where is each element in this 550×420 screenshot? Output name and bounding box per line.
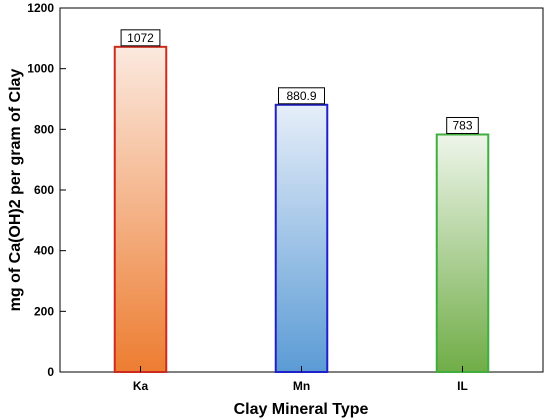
x-tick-label: Ka bbox=[133, 379, 149, 393]
y-axis-title: mg of Ca(OH)2 per gram of Clay bbox=[7, 69, 24, 312]
x-axis-title: Clay Mineral Type bbox=[234, 401, 369, 418]
data-label-box bbox=[120, 29, 161, 47]
bar-mn bbox=[274, 103, 329, 373]
y-tick-label: 0 bbox=[47, 365, 54, 379]
y-tick-label: 800 bbox=[34, 122, 54, 136]
bar-ka bbox=[113, 45, 168, 374]
data-label: 783 bbox=[452, 118, 472, 132]
y-tick-label: 1200 bbox=[27, 1, 54, 15]
bar-il bbox=[435, 133, 490, 373]
x-tick-label: Mn bbox=[293, 379, 310, 393]
y-axis: 0 200 400 600 800 1000 1200 bbox=[27, 1, 66, 379]
data-label-box bbox=[446, 116, 479, 134]
y-tick-label: 200 bbox=[34, 304, 54, 318]
data-label: 1072 bbox=[127, 31, 154, 45]
y-tick-label: 600 bbox=[34, 183, 54, 197]
y-tick-label: 400 bbox=[34, 244, 54, 258]
y-tick-label: 1000 bbox=[27, 62, 54, 76]
data-label-box bbox=[278, 87, 325, 105]
bars-group: 1072 880.9 783 bbox=[113, 29, 490, 374]
data-label: 880.9 bbox=[286, 89, 316, 103]
x-axis: Ka Mn IL bbox=[133, 366, 468, 393]
x-tick-label: IL bbox=[457, 379, 468, 393]
